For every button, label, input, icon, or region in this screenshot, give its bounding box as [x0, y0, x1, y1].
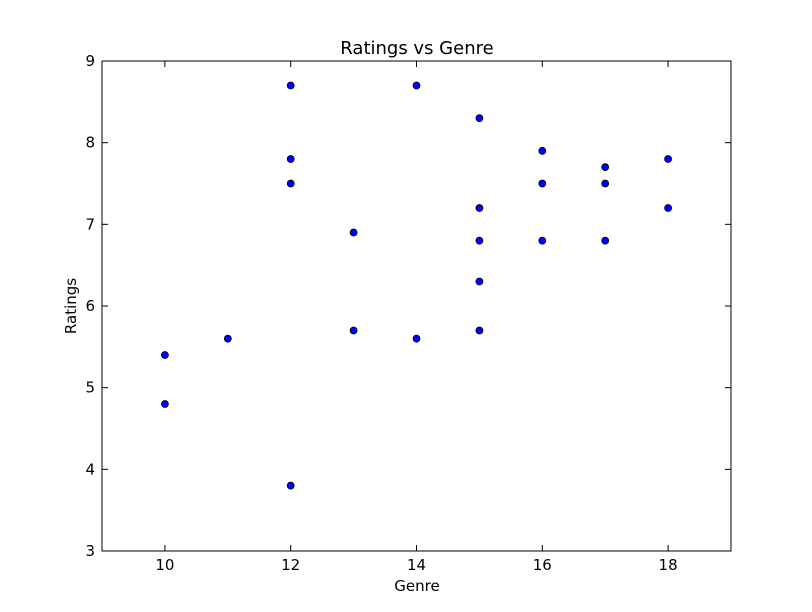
scatter-point: [601, 179, 610, 188]
y-tick-label: 9: [85, 52, 95, 70]
scatter-point: [160, 400, 169, 408]
plot-frame: [101, 60, 732, 552]
scatter-point: [286, 81, 295, 90]
scatter-point: [475, 277, 484, 286]
scatter-point: [475, 326, 484, 335]
scatter-point: [160, 351, 169, 359]
chart-title: Ratings vs Genre: [340, 38, 493, 59]
scatter-point: [601, 163, 610, 172]
scatter-point: [475, 236, 484, 245]
scatter-point: [412, 81, 421, 90]
scatter-point: [538, 146, 547, 155]
scatter-point: [349, 228, 358, 237]
x-tick-label: 16: [533, 556, 552, 574]
x-tick-label: 14: [407, 556, 426, 574]
y-axis-label: Ratings: [62, 278, 80, 334]
scatter-point: [412, 334, 421, 343]
scatter-point: [664, 204, 672, 212]
scatter-point: [286, 155, 295, 163]
scatter-point: [601, 236, 610, 245]
scatter-point: [538, 179, 547, 188]
y-tick-label: 6: [85, 297, 95, 315]
scatter-point: [223, 334, 232, 343]
x-tick-label: 10: [155, 556, 174, 574]
scatter-point: [475, 204, 484, 212]
scatter-point: [286, 179, 295, 188]
y-tick-label: 7: [85, 215, 95, 233]
x-tick-label: 12: [281, 556, 300, 574]
scatter-point: [475, 114, 484, 123]
scatter-point: [538, 236, 547, 245]
scatter-point: [664, 155, 672, 163]
x-axis-label: Genre: [394, 577, 439, 595]
scatter-point: [349, 326, 358, 335]
scatter-point: [286, 481, 295, 490]
x-tick-label: 18: [659, 556, 678, 574]
y-tick-label: 8: [85, 134, 95, 152]
y-tick-label: 3: [85, 542, 95, 560]
y-tick-label: 4: [85, 460, 95, 478]
y-tick-label: 5: [85, 379, 95, 397]
